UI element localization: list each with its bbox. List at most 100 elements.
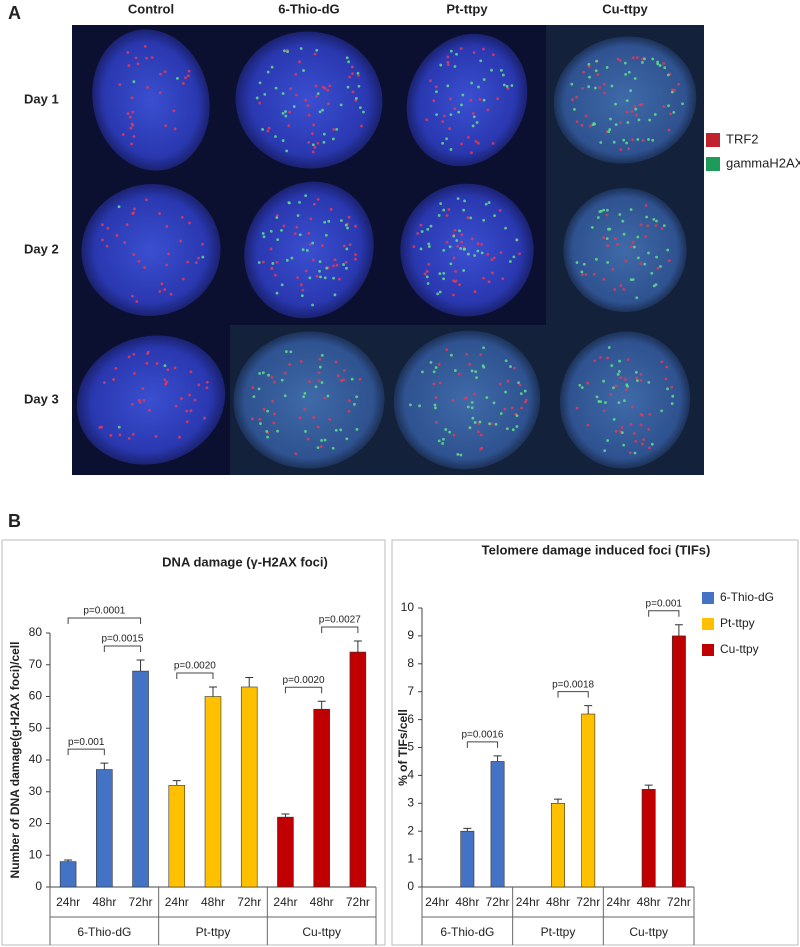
error-bar xyxy=(353,640,362,653)
focus xyxy=(582,262,586,266)
p-value: p=0.001 xyxy=(68,737,105,748)
focus xyxy=(304,98,308,102)
y-tick-label: 60 xyxy=(29,689,43,703)
focus xyxy=(354,96,358,100)
focus xyxy=(197,383,201,387)
focus xyxy=(146,350,150,354)
y-tick-label: 1 xyxy=(407,851,414,865)
focus xyxy=(453,107,457,111)
focus xyxy=(609,117,612,121)
nucleus xyxy=(233,331,385,469)
focus xyxy=(584,114,588,118)
focus xyxy=(360,124,363,128)
focus xyxy=(307,141,311,144)
focus xyxy=(433,403,437,407)
focus xyxy=(262,235,266,239)
focus xyxy=(164,382,167,386)
focus xyxy=(624,259,628,263)
focus xyxy=(658,64,662,67)
focus xyxy=(523,389,527,393)
focus xyxy=(460,233,464,237)
focus xyxy=(466,405,470,409)
focus xyxy=(311,241,315,245)
focus xyxy=(136,62,140,66)
focus xyxy=(484,202,488,206)
p-value: p=0.0020 xyxy=(283,675,325,686)
focus xyxy=(305,248,309,252)
focus xyxy=(617,370,621,373)
focus xyxy=(671,394,675,398)
focus xyxy=(446,84,450,88)
focus xyxy=(620,431,624,435)
focus xyxy=(284,110,287,113)
focus xyxy=(303,407,307,411)
focus xyxy=(121,133,125,136)
focus xyxy=(118,433,122,437)
focus xyxy=(488,422,491,426)
focus xyxy=(666,387,669,391)
focus xyxy=(647,427,651,431)
focus xyxy=(159,72,162,76)
focus xyxy=(434,395,438,399)
focus xyxy=(130,142,133,146)
focus xyxy=(605,237,609,241)
x-tick-label: 24hr xyxy=(56,895,80,909)
focus xyxy=(295,93,298,97)
error-bar xyxy=(281,813,290,818)
focus xyxy=(342,244,346,248)
focus xyxy=(444,428,448,431)
focus xyxy=(322,132,326,136)
focus xyxy=(258,81,262,85)
focus xyxy=(287,124,291,128)
focus xyxy=(131,294,134,298)
error-bar xyxy=(172,780,181,786)
focus xyxy=(607,346,611,349)
focus xyxy=(501,73,505,77)
focus xyxy=(447,208,451,211)
focus xyxy=(479,353,483,357)
focus xyxy=(487,280,491,284)
focus xyxy=(581,86,584,90)
p-value: p=0.001 xyxy=(646,598,683,609)
focus xyxy=(466,135,470,139)
nucleus xyxy=(393,330,541,470)
focus xyxy=(332,128,336,131)
y-tick-label: 0 xyxy=(407,879,414,893)
focus xyxy=(314,385,318,389)
focus xyxy=(587,65,591,68)
focus xyxy=(626,121,630,124)
focus xyxy=(619,121,623,124)
focus xyxy=(323,86,327,90)
focus xyxy=(355,427,359,431)
bar xyxy=(277,816,294,888)
focus xyxy=(589,124,592,128)
focus xyxy=(512,255,516,259)
focus xyxy=(477,141,480,145)
focus xyxy=(461,93,465,97)
focus xyxy=(647,251,650,255)
focus xyxy=(101,223,104,227)
focus xyxy=(442,208,446,212)
focus xyxy=(612,386,615,390)
focus xyxy=(640,413,644,417)
focus xyxy=(281,139,285,142)
focus xyxy=(344,261,348,264)
focus xyxy=(605,208,609,212)
legend-label: TRF2 xyxy=(726,131,759,146)
focus xyxy=(603,91,607,95)
focus xyxy=(636,256,640,260)
bar xyxy=(168,785,186,888)
y-tick-label: 10 xyxy=(29,847,43,861)
focus xyxy=(619,376,623,380)
focus xyxy=(499,251,503,255)
significance-bracket xyxy=(557,691,589,698)
y-tick-label: 20 xyxy=(29,816,43,830)
focus xyxy=(670,402,674,406)
focus xyxy=(453,279,457,283)
focus xyxy=(307,231,311,235)
focus xyxy=(347,399,351,403)
column-label: Cu-ttpy xyxy=(602,1,648,16)
focus xyxy=(123,241,127,244)
focus xyxy=(114,366,118,370)
focus xyxy=(480,251,484,255)
